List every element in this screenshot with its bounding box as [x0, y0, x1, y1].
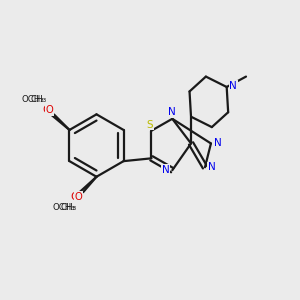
- Text: CH₃: CH₃: [30, 94, 47, 103]
- Text: OCH₃: OCH₃: [22, 95, 45, 104]
- Text: O: O: [46, 105, 53, 115]
- Text: N: N: [168, 107, 176, 117]
- Text: CH₃: CH₃: [60, 203, 76, 212]
- Text: N: N: [214, 139, 221, 148]
- Text: N: N: [208, 162, 215, 172]
- Text: O: O: [75, 192, 83, 202]
- Text: S: S: [147, 120, 153, 130]
- Text: O: O: [42, 105, 50, 115]
- Text: N: N: [229, 80, 237, 91]
- Text: O: O: [71, 192, 79, 202]
- Text: OCH₃: OCH₃: [52, 203, 75, 212]
- Text: N: N: [162, 165, 169, 175]
